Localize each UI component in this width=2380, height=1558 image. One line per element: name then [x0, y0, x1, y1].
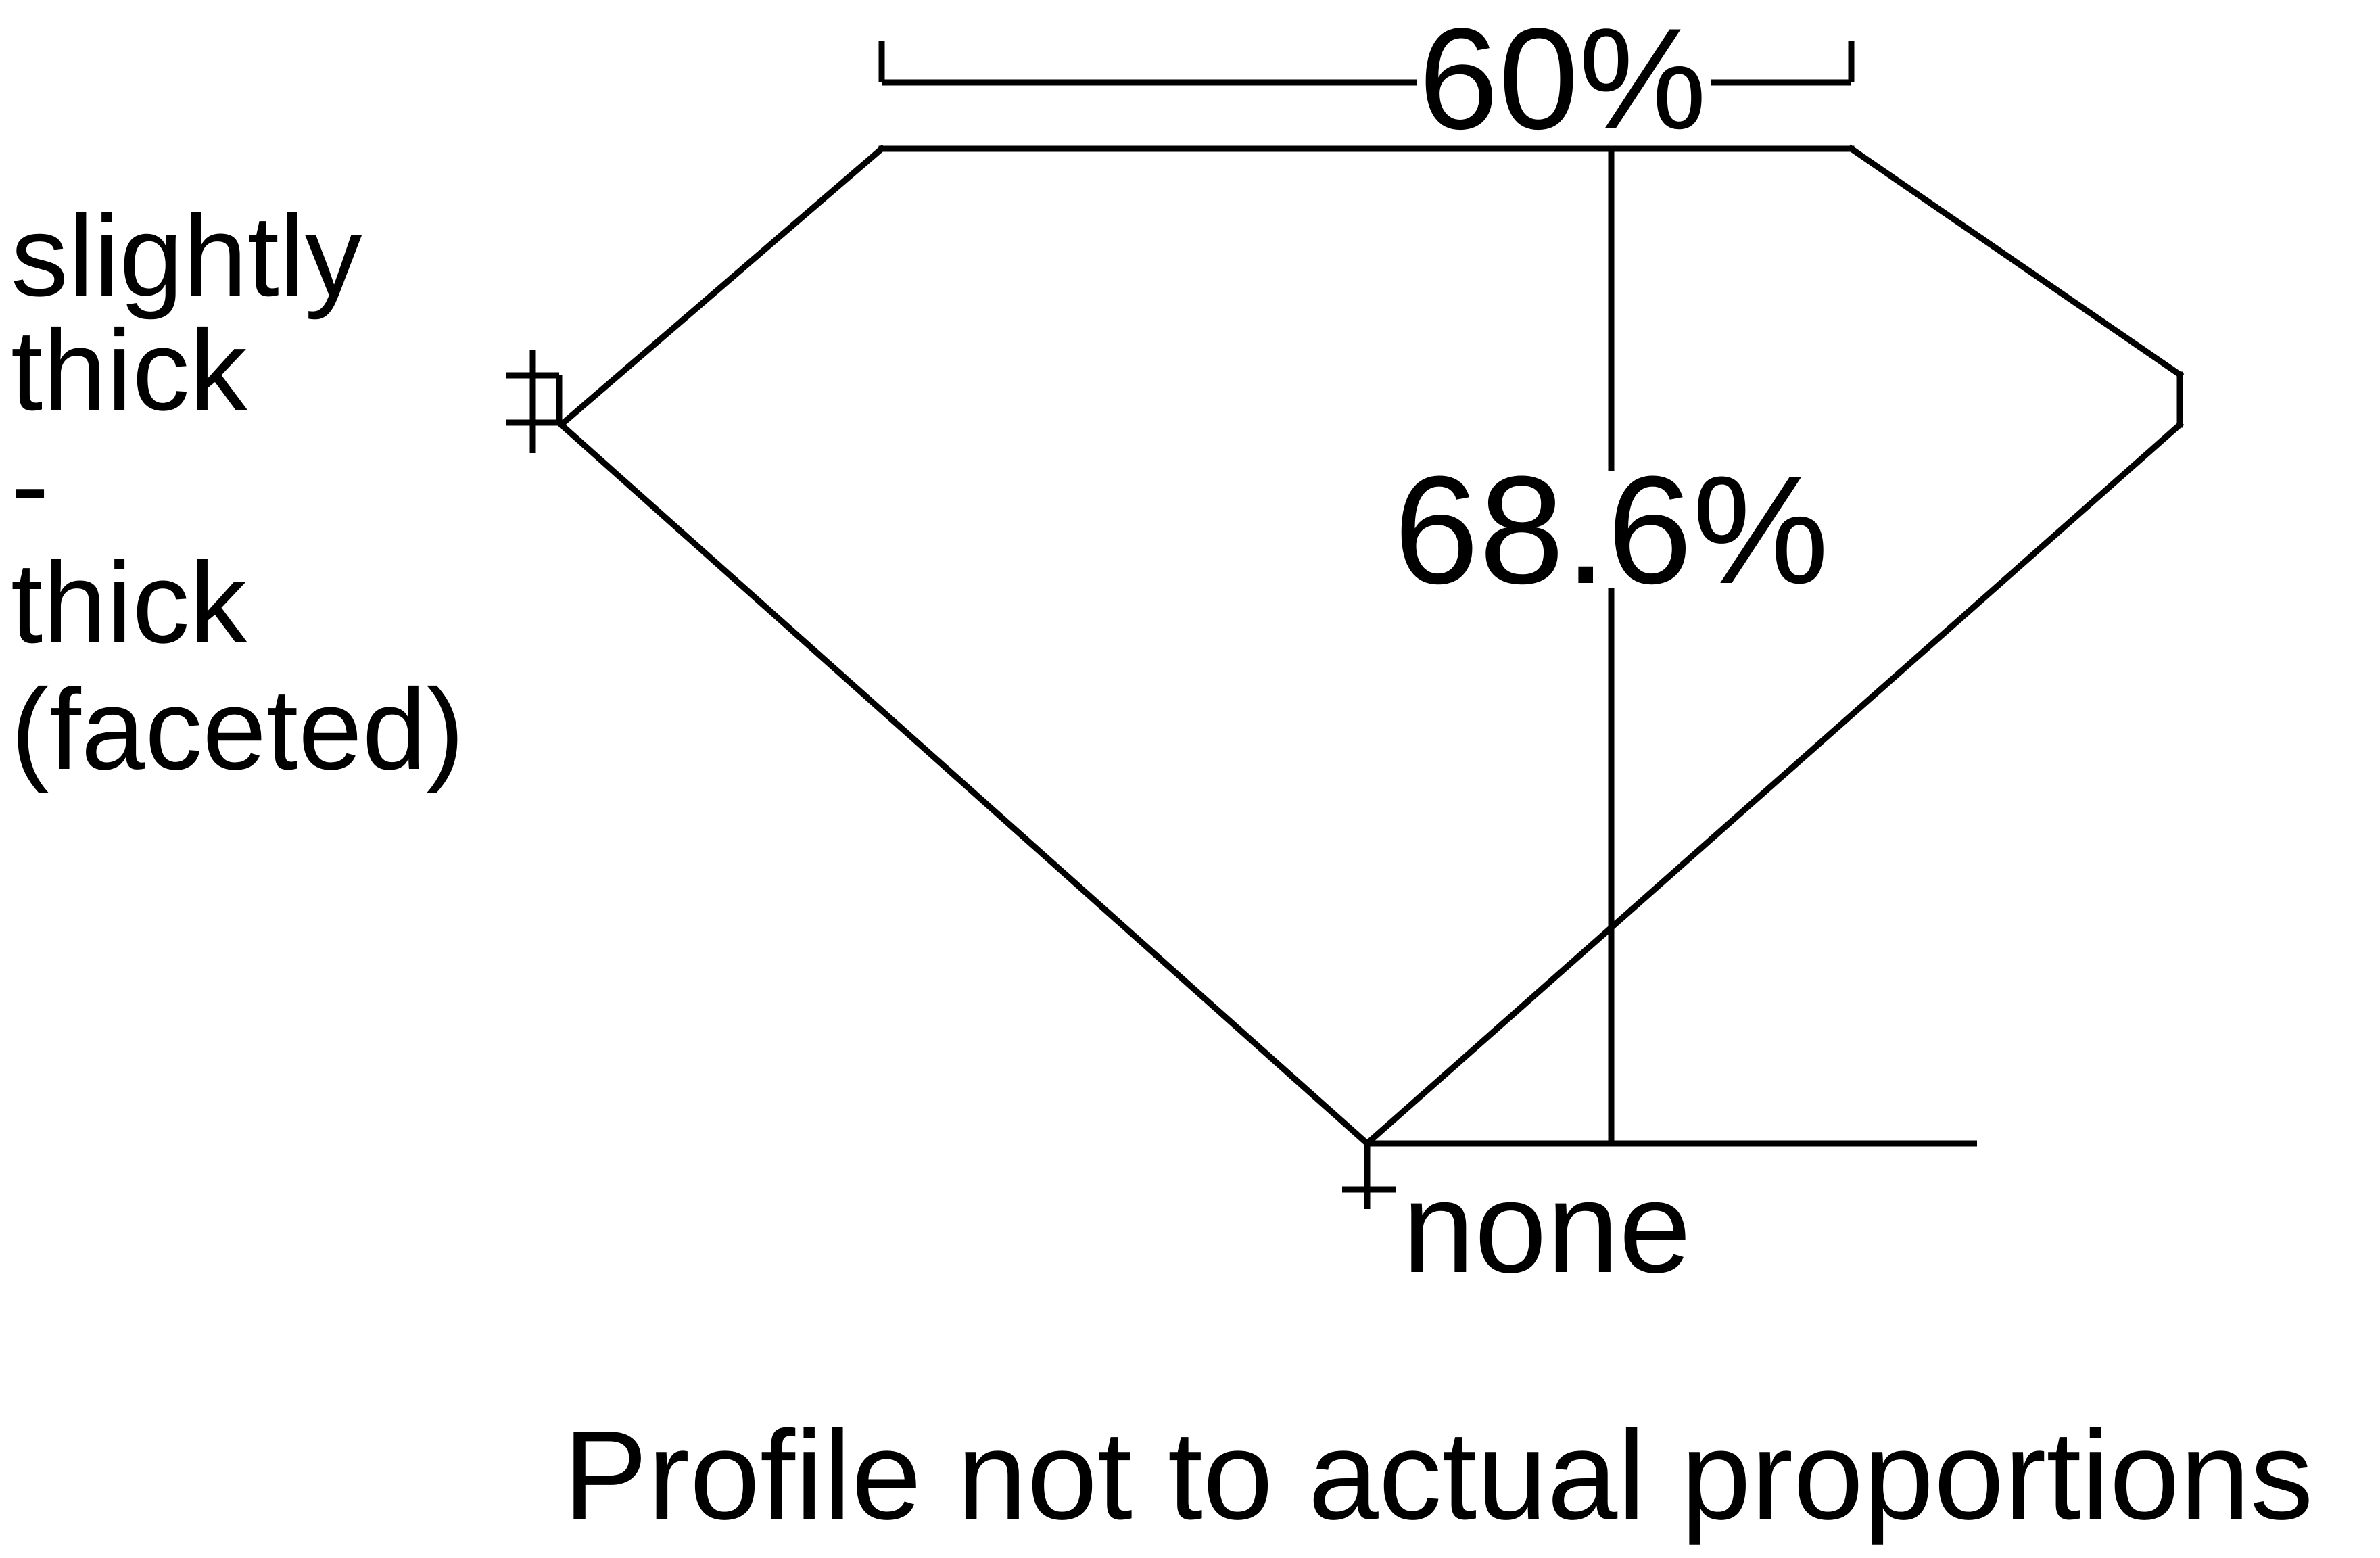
svg-text:Profile not to actual proporti: Profile not to actual proportions — [563, 1404, 2313, 1546]
svg-text:none: none — [1402, 1154, 1691, 1300]
svg-text:-: - — [11, 421, 49, 549]
svg-text:68.6%: 68.6% — [1394, 445, 1829, 616]
svg-text:slightly: slightly — [11, 192, 362, 321]
svg-text:60%: 60% — [1419, 0, 1707, 160]
svg-text:thick: thick — [11, 306, 248, 435]
svg-text:(faceted): (faceted) — [11, 665, 465, 794]
svg-text:thick: thick — [11, 539, 248, 667]
